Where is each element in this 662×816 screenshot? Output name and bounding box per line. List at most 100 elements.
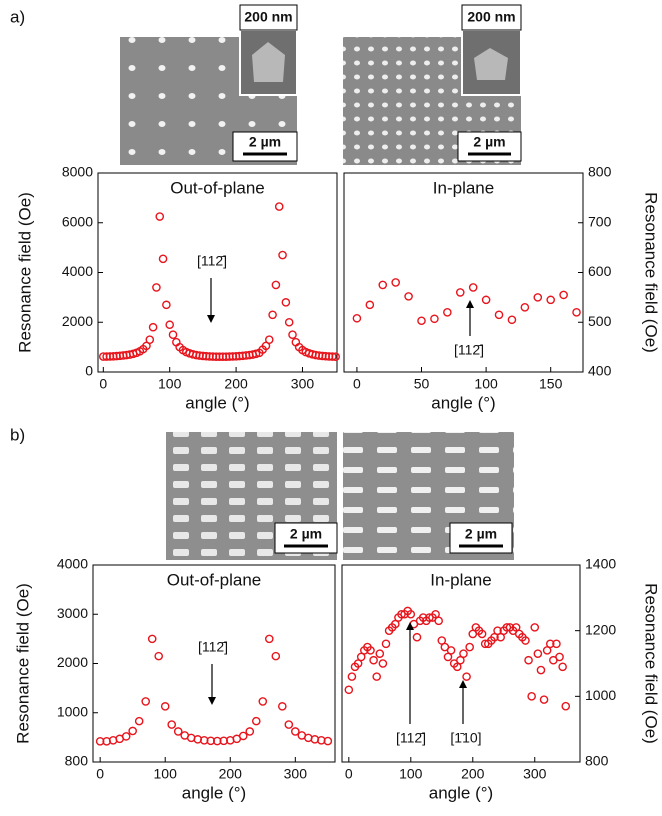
arrow-head — [406, 622, 414, 630]
data-point — [168, 330, 178, 339]
data-point — [372, 672, 382, 681]
y-tick-label: 800 — [585, 753, 609, 769]
x-tick-label: 0 — [99, 376, 107, 392]
arrow-head — [466, 300, 474, 308]
data-point — [546, 295, 556, 305]
y-tick-label: 2000 — [57, 654, 88, 670]
x-tick-label: 0 — [345, 766, 353, 782]
data-point — [148, 322, 158, 332]
y-tick-label: 1400 — [585, 556, 616, 572]
y-tick-label: 2000 — [62, 313, 93, 329]
x-tick-label: 300 — [291, 376, 315, 392]
data-point — [323, 736, 333, 746]
y-tick-label: 800 — [588, 164, 612, 180]
data-point — [404, 292, 413, 301]
x-tick-label: 300 — [523, 766, 547, 782]
y-tick-label: 600 — [588, 263, 612, 279]
data-point — [328, 352, 337, 361]
data-point — [366, 646, 375, 655]
data-point — [459, 649, 468, 658]
sem-image: 2 µm — [166, 432, 338, 560]
data-point — [278, 250, 287, 260]
x-tick-label: 200 — [461, 766, 485, 782]
y-tick-label: 4000 — [57, 556, 88, 572]
data-point — [558, 662, 567, 672]
y-axis-label: Resonance field (Oe) — [642, 192, 661, 353]
data-point — [271, 651, 281, 661]
data-point — [238, 731, 248, 741]
annotation: [112̄] — [197, 253, 227, 269]
x-tick-label: 300 — [284, 766, 308, 782]
annotation: [112̄] — [198, 639, 228, 655]
data-point — [173, 727, 183, 736]
chart-title: In-plane — [430, 570, 491, 589]
data-point — [162, 300, 171, 310]
annotation: [112̄] — [396, 730, 426, 746]
sem-image: 2 µm — [343, 432, 514, 560]
data-point — [258, 697, 268, 706]
data-point — [165, 320, 174, 330]
data-point — [430, 314, 439, 324]
plot-frame — [97, 172, 338, 373]
x-tick-label: 100 — [474, 376, 498, 392]
x-tick-label: 150 — [539, 376, 563, 392]
data-point — [245, 727, 255, 736]
chart-title: Out-of-plane — [167, 570, 262, 589]
data-point — [128, 726, 137, 736]
data-point — [417, 316, 426, 326]
y-tick-label: 400 — [588, 363, 612, 379]
y-tick-label: 500 — [588, 313, 612, 329]
data-point — [121, 732, 131, 741]
data-point — [561, 701, 571, 711]
scale-bar-label: 200 nm — [467, 9, 515, 25]
x-axis-label: angle (°) — [185, 393, 249, 412]
data-point — [465, 642, 474, 652]
data-point — [524, 655, 533, 665]
plot-frame — [341, 564, 581, 763]
data-point — [443, 307, 452, 317]
data-point — [468, 283, 478, 292]
data-point — [494, 310, 504, 320]
annotation: [1̄10] — [450, 730, 481, 746]
data-point — [154, 651, 164, 661]
data-point — [145, 335, 155, 344]
x-tick-label: 50 — [414, 376, 430, 392]
data-point — [274, 202, 284, 211]
data-point — [264, 634, 274, 644]
data-point — [381, 639, 391, 649]
data-point — [530, 623, 540, 632]
data-point — [520, 303, 530, 312]
data-point — [536, 665, 546, 675]
data-point — [167, 720, 177, 729]
data-point — [271, 280, 281, 290]
x-tick-label: 0 — [96, 766, 104, 782]
panel-label: b) — [10, 425, 25, 444]
annotation: [112̄] — [454, 342, 484, 358]
data-point — [264, 335, 274, 344]
data-point — [545, 639, 555, 649]
data-point — [446, 646, 456, 655]
data-point — [352, 313, 362, 323]
x-tick-label: 0 — [353, 376, 361, 392]
y-tick-label: 800 — [65, 753, 89, 769]
y-tick-label: 1200 — [585, 621, 616, 637]
data-point — [141, 697, 150, 706]
x-tick-label: 100 — [158, 376, 182, 392]
y-tick-label: 700 — [588, 213, 612, 229]
arrow-head — [207, 315, 215, 323]
data-point — [278, 702, 287, 711]
y-tick-label: 0 — [85, 363, 93, 379]
y-tick-label: 3000 — [57, 605, 88, 621]
y-tick-label: 8000 — [62, 164, 93, 180]
data-point — [462, 672, 471, 681]
data-point — [412, 632, 422, 642]
scale-bar-label: 2 µm — [249, 134, 281, 150]
data-point — [281, 298, 291, 307]
scale-bar-label: 200 nm — [244, 9, 292, 25]
data-point — [378, 280, 388, 290]
x-tick-label: 200 — [224, 376, 248, 392]
data-point — [477, 629, 487, 639]
data-point — [365, 300, 375, 310]
x-axis-label: angle (°) — [429, 783, 493, 802]
